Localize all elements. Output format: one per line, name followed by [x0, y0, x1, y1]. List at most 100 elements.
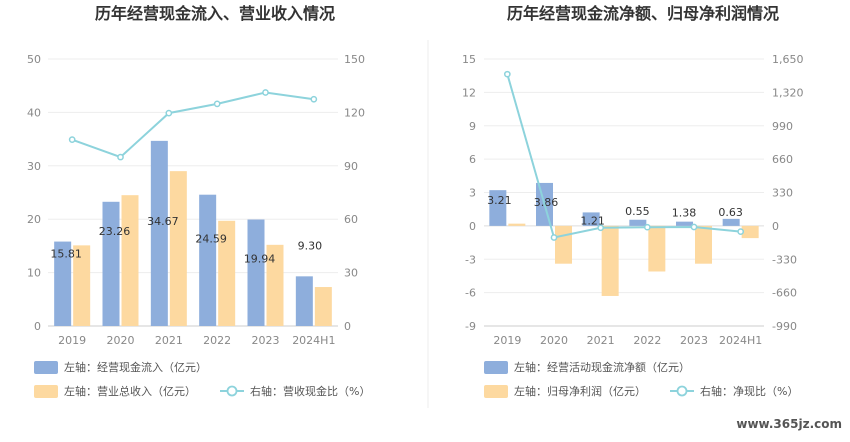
- bar-secondary: [555, 225, 572, 264]
- bar-data-label: 19.94: [244, 253, 276, 266]
- legend-label: 右轴：营收现金比（%）: [250, 384, 370, 398]
- left-axis-tick-label: 12: [462, 86, 476, 99]
- left-axis-tick-label: -3: [465, 253, 476, 266]
- left-axis-tick-label: 10: [27, 267, 41, 280]
- left-axis-tick-label: 3: [469, 187, 476, 200]
- right-axis-tick-label: 90: [344, 160, 358, 173]
- left-axis-tick-label: 20: [27, 213, 41, 226]
- legend-label: 左轴：营业总收入（亿元）: [64, 384, 196, 398]
- bar-secondary: [121, 195, 139, 326]
- legend-label: 左轴：经营现金流入（亿元）: [64, 360, 207, 374]
- right-axis-tick-label: 60: [344, 213, 358, 226]
- bar-primary: [295, 276, 313, 326]
- bar-data-label: 24.59: [195, 233, 227, 246]
- bar-primary: [582, 212, 600, 226]
- bar-primary: [150, 140, 168, 326]
- x-axis-tick-label: 2021: [155, 334, 183, 347]
- legend-item[interactable]: 右轴：营收现金比（%）: [220, 384, 370, 398]
- bar-primary: [722, 218, 740, 226]
- bar-secondary: [73, 245, 91, 326]
- bar-data-label: 0.55: [625, 205, 650, 218]
- right-axis-tick-label: 120: [344, 106, 365, 119]
- left-axis-tick-label: 0: [34, 320, 41, 333]
- line-point: [310, 95, 318, 103]
- x-axis-tick-label: 2022: [203, 334, 231, 347]
- bar-data-label: 34.67: [147, 215, 179, 228]
- right-axis-tick-label: 150: [344, 53, 365, 66]
- line-point: [643, 223, 651, 231]
- chart-panel-1: 历年经营现金流入、营业收入情况 0 0 10 30 20 60 30 90 40 120 50 150 2…: [27, 4, 370, 398]
- bar-data-label: 15.81: [50, 248, 82, 261]
- legend-marker: [226, 385, 238, 397]
- line-point: [597, 224, 605, 232]
- line-point: [262, 89, 269, 96]
- legend-item[interactable]: 左轴：归母净利润（亿元）: [484, 384, 646, 398]
- right-axis-tick-label: 30: [344, 267, 358, 280]
- right-axis-tick-label: 660: [772, 153, 793, 166]
- ratio-line: [71, 91, 314, 159]
- left-axis-tick-label: 0: [469, 220, 476, 233]
- chart-panel-2: 历年经营现金流净额、归母净利润情况 -9 -990 -6 -660 -3 -330 0 0 3 33…: [462, 4, 804, 398]
- bar-data-label: 1.21: [580, 214, 605, 227]
- legend-label: 左轴：归母净利润（亿元）: [514, 384, 646, 398]
- legend-swatch: [34, 385, 58, 398]
- bar-secondary: [218, 220, 236, 326]
- bar-primary: [102, 201, 120, 326]
- right-axis-tick-label: -990: [772, 320, 797, 333]
- left-axis-tick-label: -6: [465, 287, 476, 300]
- bar-secondary: [601, 225, 619, 296]
- right-axis-tick-label: 330: [772, 187, 793, 200]
- bar-secondary: [648, 225, 666, 272]
- left-axis-tick-label: 6: [469, 153, 476, 166]
- line-point: [117, 153, 124, 161]
- legend-swatch: [34, 361, 58, 374]
- bar-primary: [247, 219, 265, 326]
- x-axis-tick-label: 2023: [680, 334, 708, 347]
- right-axis-tick-label: -330: [772, 253, 797, 266]
- right-axis-tick-label: 990: [772, 120, 793, 133]
- left-axis-tick-label: 50: [27, 53, 41, 66]
- bar-primary: [629, 219, 647, 226]
- legend-item[interactable]: 左轴：经营现金流入（亿元）: [34, 360, 207, 374]
- legend-item[interactable]: 右轴：净现比（%）: [670, 384, 798, 398]
- left-axis-tick-label: -9: [465, 320, 476, 333]
- legend-swatch: [484, 361, 508, 374]
- x-axis-tick-label: 2021: [587, 334, 615, 347]
- left-axis-tick-label: 15: [462, 53, 476, 66]
- left-axis-tick-label: 40: [27, 106, 41, 119]
- bar-data-label: 0.63: [718, 206, 743, 219]
- x-axis-tick-label: 2020: [107, 334, 135, 347]
- line-point: [165, 109, 173, 117]
- bar-data-label: 1.38: [672, 207, 697, 220]
- bar-data-label: 3.86: [534, 196, 559, 209]
- x-axis-tick-label: 2024H1: [719, 334, 762, 347]
- bar-secondary: [266, 244, 284, 326]
- legend-item[interactable]: 左轴：营业总收入（亿元）: [34, 384, 196, 398]
- line-point: [503, 70, 511, 78]
- chart-title: 历年经营现金流入、营业收入情况: [95, 4, 335, 23]
- bar-primary: [54, 241, 72, 326]
- legend-item[interactable]: 左轴：经营活动现金流净额（亿元）: [484, 360, 690, 374]
- bar-data-label: 9.30: [298, 239, 323, 252]
- bar-primary: [199, 194, 217, 326]
- left-axis-tick-label: 9: [469, 120, 476, 133]
- bar-secondary: [314, 287, 332, 326]
- x-axis-tick-label: 2019: [58, 334, 86, 347]
- bar-secondary: [741, 225, 759, 239]
- x-axis-tick-label: 2019: [493, 334, 521, 347]
- bar-secondary: [169, 171, 187, 326]
- legend-label: 左轴：经营活动现金流净额（亿元）: [514, 360, 690, 374]
- bar-secondary: [508, 223, 526, 226]
- line-point: [690, 223, 698, 231]
- right-axis-tick-label: -660: [772, 287, 797, 300]
- right-axis-tick-label: 0: [344, 320, 351, 333]
- x-axis-tick-label: 2023: [252, 334, 280, 347]
- line-point: [737, 228, 745, 235]
- bar-primary: [676, 221, 693, 226]
- bar-data-label: 23.26: [99, 225, 131, 238]
- legend-swatch: [484, 385, 508, 398]
- legend-marker: [676, 385, 688, 397]
- ratio-line: [506, 73, 741, 239]
